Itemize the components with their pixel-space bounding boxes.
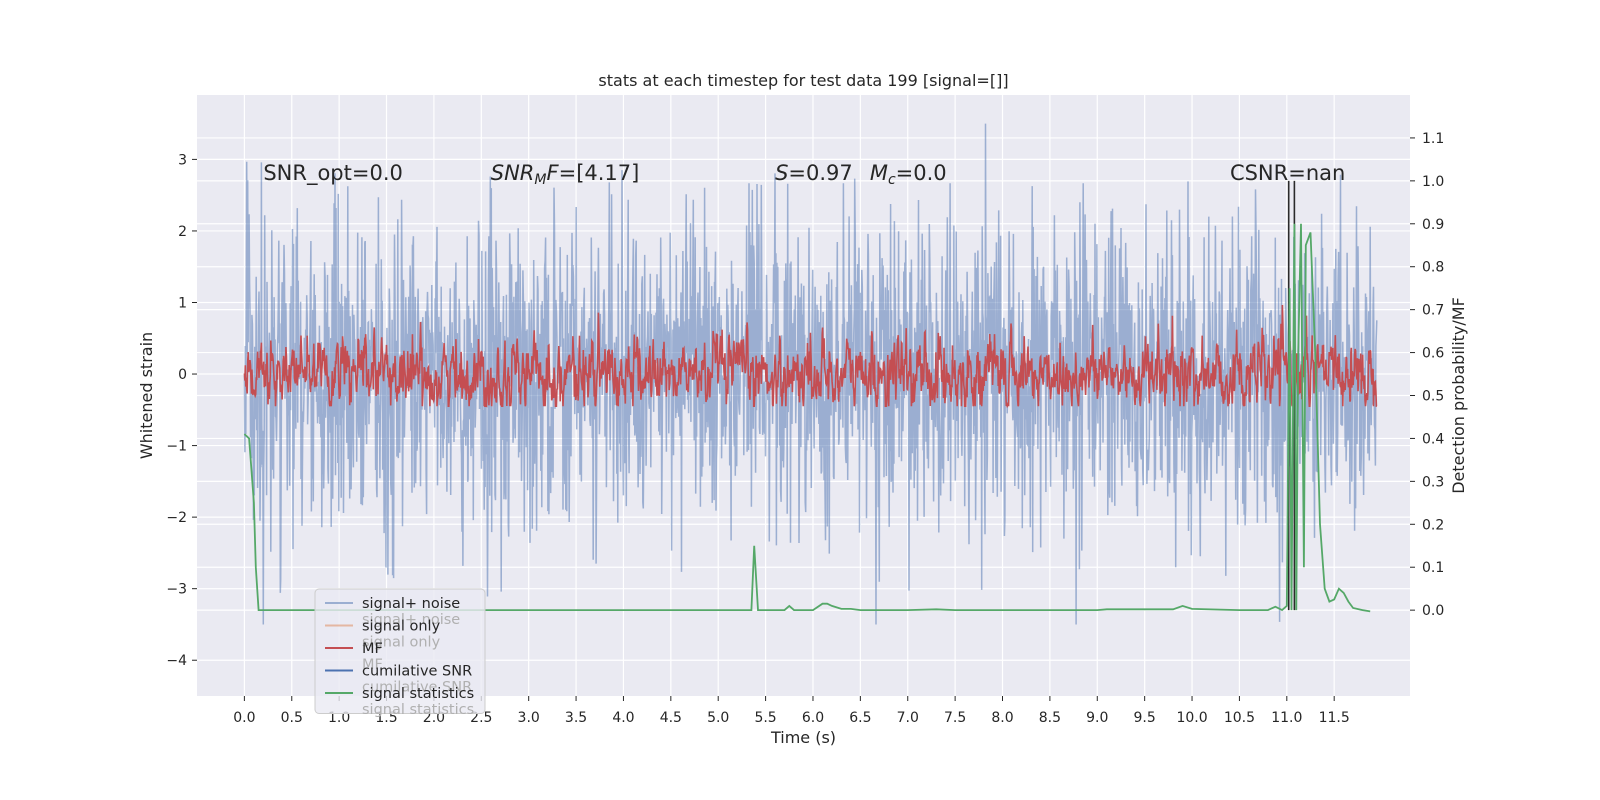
snr-mf-subscript: M <box>534 172 546 188</box>
left-y-tick-label: 0 <box>178 367 187 383</box>
annotation-snr-mf: SNRMF=[4.17] <box>491 161 640 188</box>
x-tick-label: 11.5 <box>1319 710 1350 726</box>
x-tick-label: 4.0 <box>612 710 634 726</box>
left-y-tick-label: 1 <box>178 295 187 311</box>
x-tick-label: 6.5 <box>849 710 871 726</box>
x-tick-label: 9.0 <box>1086 710 1108 726</box>
x-axis-label: Time (s) <box>770 728 836 747</box>
s-value: =0.97 <box>788 161 852 185</box>
x-tick-label: 8.5 <box>1039 710 1061 726</box>
series-signal-statistics <box>243 223 1371 613</box>
x-tick-label: 4.5 <box>660 710 682 726</box>
legend-label: signal+ noise <box>362 596 460 612</box>
x-tick-label: 8.0 <box>991 710 1013 726</box>
left-y-tick-label: −3 <box>166 582 187 598</box>
left-y-tick-label: 2 <box>178 224 187 240</box>
series-layer <box>243 123 1378 625</box>
x-tick-label: 0.0 <box>233 710 255 726</box>
mc-subscript: c <box>888 172 896 188</box>
legend-frame <box>314 588 486 714</box>
right-y-tick-label: 0.0 <box>1422 603 1444 619</box>
x-tick-label: 10.0 <box>1176 710 1207 726</box>
legend-label: cumilative SNR <box>362 664 472 680</box>
legend-ghost-text: signal+ noise <box>362 612 460 628</box>
x-tick-label: 3.5 <box>565 710 587 726</box>
right-y-tick-label: 0.3 <box>1422 474 1444 490</box>
left-y-tick-label: −2 <box>166 510 187 526</box>
annotation-snr-opt: SNR_opt=0.0 <box>263 161 403 186</box>
legend-ghost-text: MF <box>362 657 383 673</box>
left-y-tick-label: 3 <box>178 152 187 168</box>
mc-value: =0.0 <box>896 161 947 185</box>
x-tick-label: 0.5 <box>281 710 303 726</box>
snr-mf-rest-f: F <box>547 161 560 185</box>
right-y-tick-label: 0.9 <box>1422 217 1444 233</box>
snr-mf-value: =[4.17] <box>559 161 640 185</box>
legend-ghost-text: signal statistics <box>362 702 474 718</box>
right-y-tick-label: 0.6 <box>1422 346 1444 362</box>
annotation-s: S=0.97 <box>775 161 853 185</box>
x-tick-labels: 0.0 0.5 1.0 1.5 2.0 2.5 3.0 3.5 4.0 4.5 5.0 5.5 6.0 6… <box>233 696 1350 726</box>
snr-mf-base: SNR <box>491 161 535 185</box>
left-y-axis-label: Whitened strain <box>137 332 156 459</box>
chart-title: stats at each timestep for test data 199… <box>598 71 1008 90</box>
legend-ghost-text: signal only <box>362 635 441 651</box>
right-y-tick-label: 1.1 <box>1422 131 1444 147</box>
x-tick-label: 10.5 <box>1224 710 1255 726</box>
right-y-tick-label: 0.8 <box>1422 260 1444 276</box>
right-y-tick-label: 1.0 <box>1422 174 1444 190</box>
mc-label: M <box>870 161 888 185</box>
x-tick-label: 9.5 <box>1134 710 1156 726</box>
right-y-tick-label: 0.7 <box>1422 303 1444 319</box>
x-tick-label: 7.0 <box>897 710 919 726</box>
series-mf <box>243 304 1378 409</box>
legend-label: MF <box>362 641 383 657</box>
s-label: S <box>775 161 788 185</box>
right-y-tick-labels: 1.1 1.0 0.9 0.8 0.7 0.6 0.5 0.4 0.3 0.2 0.1 0.0 <box>1410 131 1444 619</box>
right-y-tick-label: 0.2 <box>1422 517 1444 533</box>
left-y-tick-label: −1 <box>166 439 187 455</box>
right-y-tick-label: 0.4 <box>1422 431 1444 447</box>
x-tick-label: 5.5 <box>754 710 776 726</box>
legend-ghost-text: cumilative SNR <box>362 680 472 696</box>
right-y-axis-label: Detection probability/MF <box>1449 297 1468 494</box>
right-y-tick-label: 0.1 <box>1422 560 1444 576</box>
x-tick-label: 11.0 <box>1271 710 1302 726</box>
left-y-tick-label: −4 <box>166 653 187 669</box>
left-y-tick-labels: 3 2 1 0 −1 −2 −3 −4 <box>166 152 197 669</box>
legend-label: signal only <box>362 619 441 635</box>
x-tick-label: 7.5 <box>944 710 966 726</box>
x-tick-label: 6.0 <box>802 710 824 726</box>
x-tick-label: 3.0 <box>518 710 540 726</box>
legend-label: signal statistics <box>362 686 474 702</box>
right-y-tick-label: 0.5 <box>1422 389 1444 405</box>
annotation-mc: Mc=0.0 <box>870 161 947 188</box>
x-tick-label: 5.0 <box>707 710 729 726</box>
annotation-csnr: CSNR=nan <box>1230 161 1345 185</box>
